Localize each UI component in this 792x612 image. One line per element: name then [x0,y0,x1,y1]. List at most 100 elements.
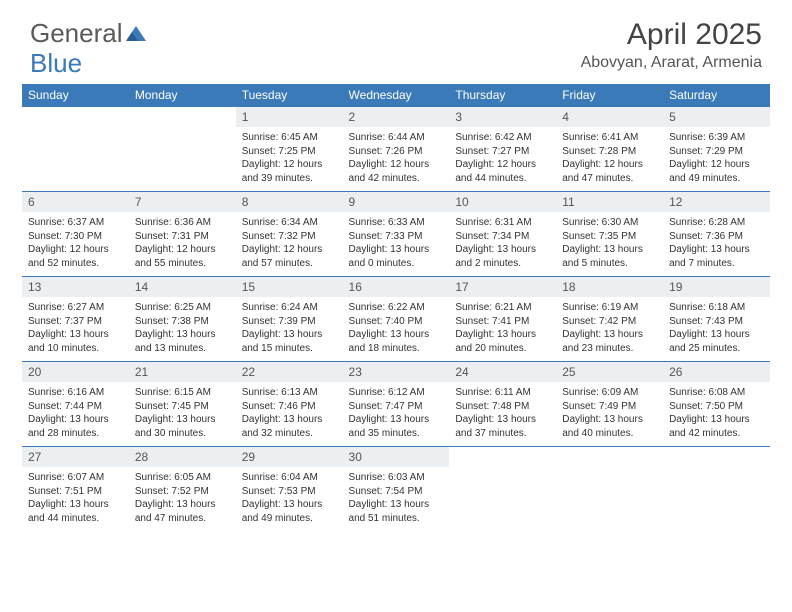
daylight-line: Daylight: 13 hours and 47 minutes. [135,498,230,525]
day-number: 3 [449,107,556,127]
sunrise-line: Sunrise: 6:31 AM [455,216,550,230]
day-details: Sunrise: 6:11 AMSunset: 7:48 PMDaylight:… [449,382,556,446]
calendar-day-cell: 18Sunrise: 6:19 AMSunset: 7:42 PMDayligh… [556,277,663,362]
weekday-header: Saturday [663,84,770,107]
daylight-line: Daylight: 12 hours and 55 minutes. [135,243,230,270]
daylight-line: Daylight: 12 hours and 47 minutes. [562,158,657,185]
sunset-line: Sunset: 7:30 PM [28,230,123,244]
sunrise-line: Sunrise: 6:21 AM [455,301,550,315]
day-number: 9 [343,192,450,212]
day-details: Sunrise: 6:08 AMSunset: 7:50 PMDaylight:… [663,382,770,446]
day-details: Sunrise: 6:16 AMSunset: 7:44 PMDaylight:… [22,382,129,446]
sunrise-line: Sunrise: 6:22 AM [349,301,444,315]
calendar-day-cell: 1Sunrise: 6:45 AMSunset: 7:25 PMDaylight… [236,107,343,192]
calendar-week-row: 27Sunrise: 6:07 AMSunset: 7:51 PMDayligh… [22,447,770,532]
calendar-table: SundayMondayTuesdayWednesdayThursdayFrid… [22,84,770,531]
daylight-line: Daylight: 12 hours and 39 minutes. [242,158,337,185]
day-number: 6 [22,192,129,212]
sunrise-line: Sunrise: 6:25 AM [135,301,230,315]
daylight-line: Daylight: 13 hours and 7 minutes. [669,243,764,270]
day-number: 25 [556,362,663,382]
calendar-day-cell: 20Sunrise: 6:16 AMSunset: 7:44 PMDayligh… [22,362,129,447]
day-details: Sunrise: 6:04 AMSunset: 7:53 PMDaylight:… [236,467,343,531]
month-title: April 2025 [581,18,762,52]
day-number: 24 [449,362,556,382]
title-block: April 2025 Abovyan, Ararat, Armenia [581,18,762,72]
daylight-line: Daylight: 13 hours and 2 minutes. [455,243,550,270]
day-details: Sunrise: 6:15 AMSunset: 7:45 PMDaylight:… [129,382,236,446]
daylight-line: Daylight: 13 hours and 5 minutes. [562,243,657,270]
sunset-line: Sunset: 7:31 PM [135,230,230,244]
day-details: Sunrise: 6:37 AMSunset: 7:30 PMDaylight:… [22,212,129,276]
day-number: 26 [663,362,770,382]
sunrise-line: Sunrise: 6:30 AM [562,216,657,230]
day-details: Sunrise: 6:21 AMSunset: 7:41 PMDaylight:… [449,297,556,361]
calendar-day-cell: 6Sunrise: 6:37 AMSunset: 7:30 PMDaylight… [22,192,129,277]
sunset-line: Sunset: 7:48 PM [455,400,550,414]
sunrise-line: Sunrise: 6:44 AM [349,131,444,145]
day-details: Sunrise: 6:28 AMSunset: 7:36 PMDaylight:… [663,212,770,276]
day-details: Sunrise: 6:12 AMSunset: 7:47 PMDaylight:… [343,382,450,446]
day-details: Sunrise: 6:09 AMSunset: 7:49 PMDaylight:… [556,382,663,446]
sunset-line: Sunset: 7:49 PM [562,400,657,414]
daylight-line: Daylight: 13 hours and 23 minutes. [562,328,657,355]
daylight-line: Daylight: 13 hours and 51 minutes. [349,498,444,525]
calendar-day-cell: 3Sunrise: 6:42 AMSunset: 7:27 PMDaylight… [449,107,556,192]
day-details: Sunrise: 6:34 AMSunset: 7:32 PMDaylight:… [236,212,343,276]
sunset-line: Sunset: 7:52 PM [135,485,230,499]
calendar-day-cell: 13Sunrise: 6:27 AMSunset: 7:37 PMDayligh… [22,277,129,362]
sunset-line: Sunset: 7:29 PM [669,145,764,159]
day-number: 13 [22,277,129,297]
sunrise-line: Sunrise: 6:13 AM [242,386,337,400]
sunset-line: Sunset: 7:25 PM [242,145,337,159]
day-number: 29 [236,447,343,467]
sunset-line: Sunset: 7:28 PM [562,145,657,159]
daylight-line: Daylight: 13 hours and 30 minutes. [135,413,230,440]
calendar-empty-cell [449,447,556,532]
sunrise-line: Sunrise: 6:24 AM [242,301,337,315]
sunrise-line: Sunrise: 6:03 AM [349,471,444,485]
sunrise-line: Sunrise: 6:36 AM [135,216,230,230]
day-number: 4 [556,107,663,127]
daylight-line: Daylight: 12 hours and 44 minutes. [455,158,550,185]
daylight-line: Daylight: 13 hours and 49 minutes. [242,498,337,525]
calendar-day-cell: 8Sunrise: 6:34 AMSunset: 7:32 PMDaylight… [236,192,343,277]
sunset-line: Sunset: 7:44 PM [28,400,123,414]
sunset-line: Sunset: 7:50 PM [669,400,764,414]
logo-triangle-icon [125,24,147,47]
calendar-day-cell: 16Sunrise: 6:22 AMSunset: 7:40 PMDayligh… [343,277,450,362]
calendar-day-cell: 11Sunrise: 6:30 AMSunset: 7:35 PMDayligh… [556,192,663,277]
daylight-line: Daylight: 13 hours and 35 minutes. [349,413,444,440]
daylight-line: Daylight: 12 hours and 49 minutes. [669,158,764,185]
logo-text-blue-wrap: Blue [30,48,82,79]
calendar-day-cell: 12Sunrise: 6:28 AMSunset: 7:36 PMDayligh… [663,192,770,277]
calendar-day-cell: 21Sunrise: 6:15 AMSunset: 7:45 PMDayligh… [129,362,236,447]
calendar-day-cell: 17Sunrise: 6:21 AMSunset: 7:41 PMDayligh… [449,277,556,362]
calendar-empty-cell [129,107,236,192]
sunset-line: Sunset: 7:51 PM [28,485,123,499]
sunset-line: Sunset: 7:27 PM [455,145,550,159]
daylight-line: Daylight: 13 hours and 28 minutes. [28,413,123,440]
day-details: Sunrise: 6:24 AMSunset: 7:39 PMDaylight:… [236,297,343,361]
sunrise-line: Sunrise: 6:05 AM [135,471,230,485]
sunset-line: Sunset: 7:46 PM [242,400,337,414]
daylight-line: Daylight: 12 hours and 57 minutes. [242,243,337,270]
daylight-line: Daylight: 13 hours and 40 minutes. [562,413,657,440]
weekday-header: Friday [556,84,663,107]
daylight-line: Daylight: 13 hours and 37 minutes. [455,413,550,440]
day-details: Sunrise: 6:30 AMSunset: 7:35 PMDaylight:… [556,212,663,276]
sunrise-line: Sunrise: 6:07 AM [28,471,123,485]
day-number: 18 [556,277,663,297]
day-details: Sunrise: 6:45 AMSunset: 7:25 PMDaylight:… [236,127,343,191]
sunset-line: Sunset: 7:43 PM [669,315,764,329]
weekday-header: Tuesday [236,84,343,107]
daylight-line: Daylight: 13 hours and 13 minutes. [135,328,230,355]
sunrise-line: Sunrise: 6:39 AM [669,131,764,145]
logo-text-general: General [30,18,123,49]
sunrise-line: Sunrise: 6:18 AM [669,301,764,315]
day-details: Sunrise: 6:19 AMSunset: 7:42 PMDaylight:… [556,297,663,361]
calendar-day-cell: 29Sunrise: 6:04 AMSunset: 7:53 PMDayligh… [236,447,343,532]
day-number: 20 [22,362,129,382]
calendar-day-cell: 30Sunrise: 6:03 AMSunset: 7:54 PMDayligh… [343,447,450,532]
sunrise-line: Sunrise: 6:04 AM [242,471,337,485]
